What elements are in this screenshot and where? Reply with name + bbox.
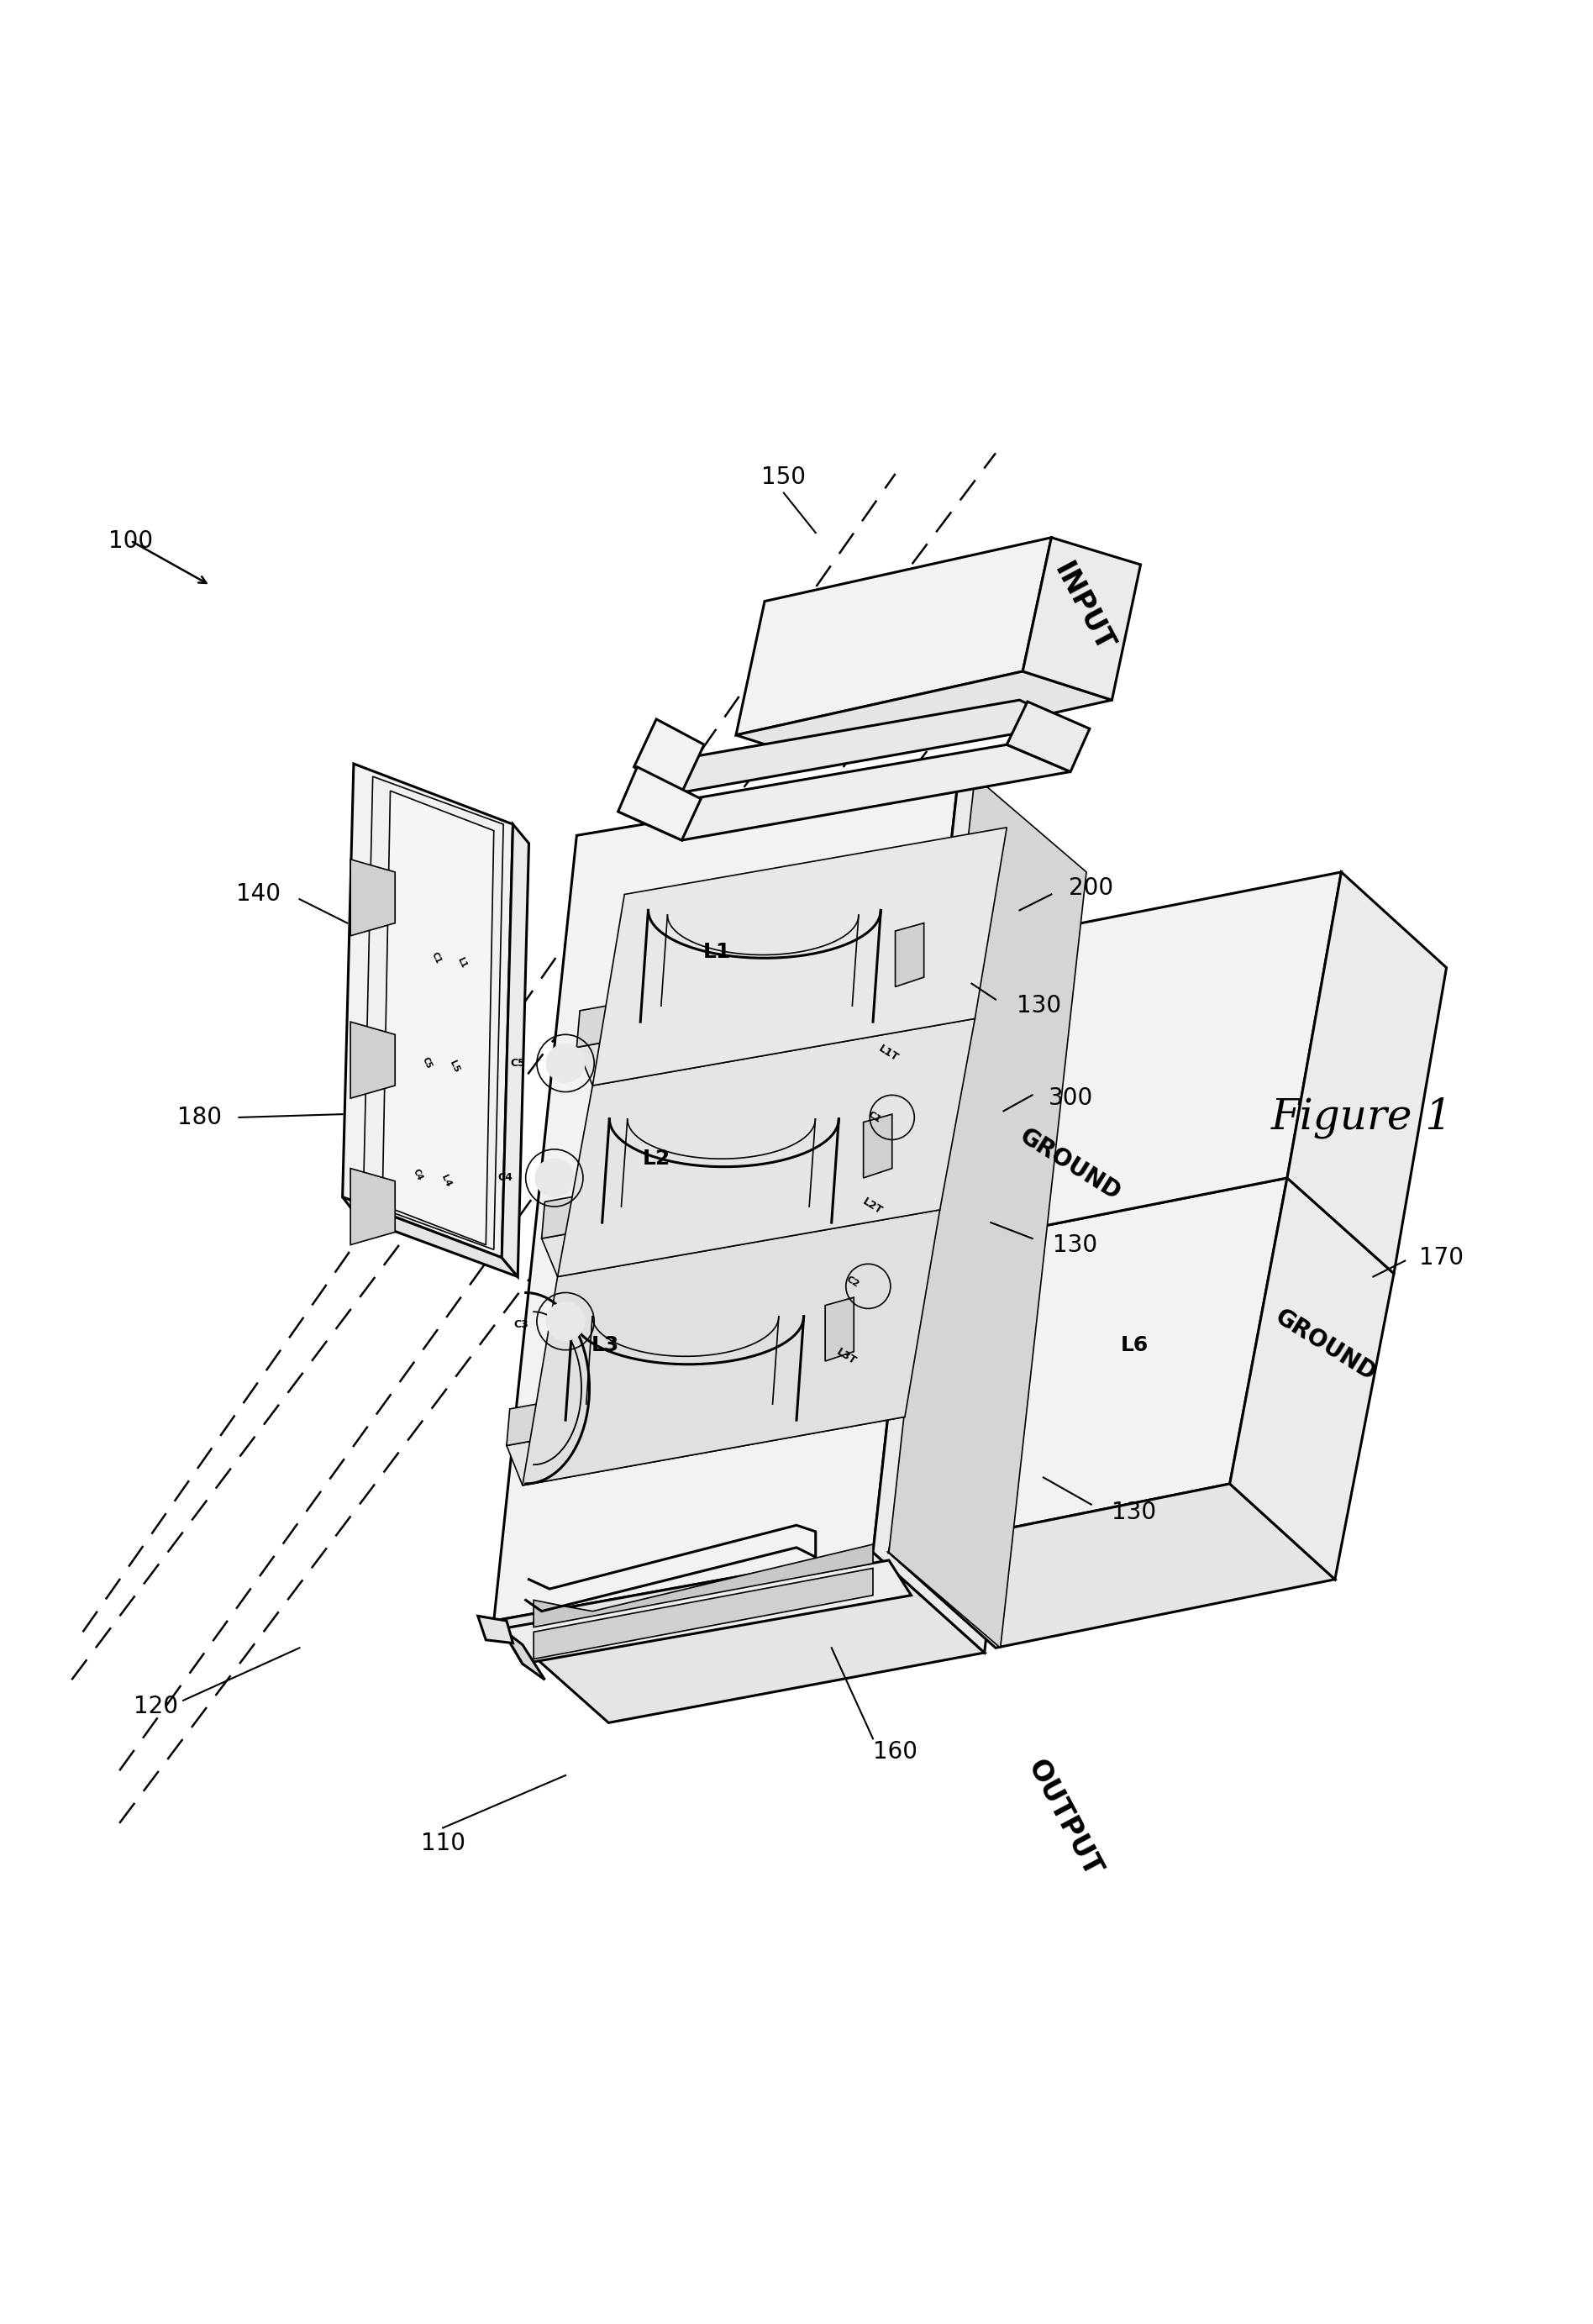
Polygon shape	[363, 776, 503, 1250]
Text: 130: 130	[1053, 1234, 1098, 1257]
Circle shape	[535, 1160, 573, 1197]
Polygon shape	[382, 790, 494, 1246]
Text: 180: 180	[177, 1106, 221, 1129]
Text: L2: L2	[642, 1148, 671, 1169]
Polygon shape	[350, 1169, 395, 1246]
Circle shape	[546, 1301, 585, 1341]
Text: C4: C4	[411, 1167, 424, 1183]
Polygon shape	[948, 872, 1341, 1246]
Text: C1: C1	[867, 1111, 883, 1125]
Text: 300: 300	[1048, 1088, 1093, 1111]
Polygon shape	[502, 1629, 545, 1680]
Text: 130: 130	[1016, 995, 1061, 1018]
Polygon shape	[523, 1211, 940, 1485]
Polygon shape	[1230, 1178, 1394, 1580]
Polygon shape	[507, 1378, 905, 1485]
Polygon shape	[618, 767, 701, 841]
Polygon shape	[350, 860, 395, 937]
Text: L1: L1	[456, 955, 468, 969]
Polygon shape	[825, 1297, 854, 1362]
Polygon shape	[1023, 537, 1141, 700]
Text: L5: L5	[448, 1060, 460, 1074]
Polygon shape	[895, 923, 924, 988]
Polygon shape	[502, 1559, 911, 1664]
Polygon shape	[342, 1197, 518, 1276]
Polygon shape	[873, 772, 1070, 1652]
Polygon shape	[558, 1018, 975, 1276]
Text: L4: L4	[440, 1174, 452, 1188]
Polygon shape	[542, 1134, 924, 1239]
Text: 200: 200	[1069, 876, 1114, 899]
Polygon shape	[593, 827, 1007, 1085]
Polygon shape	[494, 772, 959, 1620]
Text: L2T: L2T	[860, 1197, 884, 1218]
Polygon shape	[889, 1483, 1335, 1648]
Polygon shape	[577, 978, 975, 1085]
Text: C3: C3	[515, 1320, 529, 1329]
Polygon shape	[618, 744, 1070, 841]
Polygon shape	[350, 1023, 395, 1099]
Polygon shape	[634, 700, 1070, 792]
Text: L1: L1	[703, 941, 731, 962]
Polygon shape	[889, 776, 1086, 1648]
Polygon shape	[342, 765, 513, 1257]
Polygon shape	[577, 941, 959, 1048]
Text: 130: 130	[1112, 1501, 1157, 1525]
Text: 120: 120	[134, 1694, 178, 1717]
Text: OUTPUT: OUTPUT	[1021, 1755, 1107, 1882]
Polygon shape	[889, 1178, 1287, 1552]
Polygon shape	[542, 1169, 940, 1276]
Polygon shape	[1287, 872, 1446, 1274]
Polygon shape	[534, 1569, 873, 1659]
Text: L3T: L3T	[835, 1346, 859, 1367]
Text: GROUND: GROUND	[1271, 1304, 1380, 1385]
Polygon shape	[863, 1113, 892, 1178]
Polygon shape	[478, 1615, 513, 1643]
Polygon shape	[736, 537, 1051, 734]
Polygon shape	[634, 718, 704, 792]
Text: 170: 170	[1419, 1246, 1464, 1269]
Text: 100: 100	[108, 530, 153, 553]
Circle shape	[546, 1043, 585, 1083]
Polygon shape	[494, 1552, 984, 1722]
Text: L3: L3	[591, 1334, 620, 1355]
Text: C1: C1	[430, 951, 443, 964]
Text: C2: C2	[844, 1274, 860, 1287]
Text: GROUND: GROUND	[1016, 1125, 1125, 1206]
Text: L1T: L1T	[876, 1043, 900, 1064]
Text: L6: L6	[1120, 1334, 1149, 1355]
Text: C5: C5	[511, 1057, 526, 1069]
Text: C5: C5	[421, 1055, 433, 1071]
Text: 140: 140	[236, 883, 280, 906]
Polygon shape	[502, 825, 529, 1276]
Text: Figure 1: Figure 1	[1271, 1097, 1453, 1139]
Polygon shape	[507, 1341, 889, 1446]
Text: 150: 150	[761, 465, 806, 488]
Text: 110: 110	[421, 1831, 465, 1855]
Polygon shape	[534, 1545, 873, 1627]
Text: C4: C4	[499, 1174, 513, 1183]
Text: 160: 160	[873, 1741, 918, 1764]
Text: INPUT: INPUT	[1048, 558, 1118, 658]
Polygon shape	[1007, 702, 1090, 772]
Polygon shape	[736, 672, 1112, 765]
